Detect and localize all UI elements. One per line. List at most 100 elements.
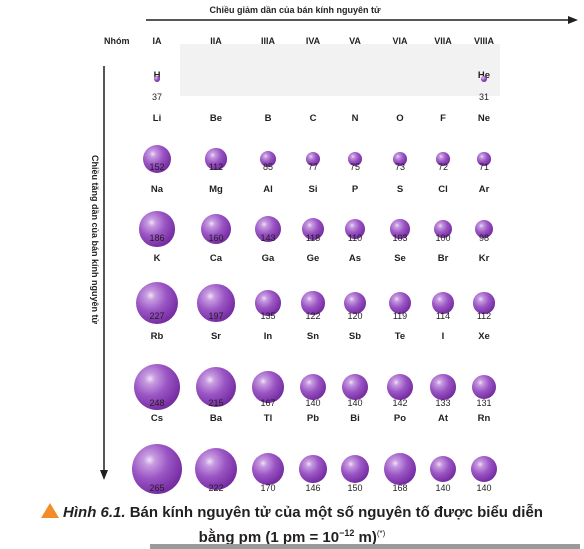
atom-sphere-al bbox=[254, 215, 282, 243]
radius-value-sn: 140 bbox=[305, 398, 321, 408]
left-arrow-label: Chiều tăng dần của bán kính nguyên tử bbox=[90, 155, 100, 325]
atom-sphere-tl bbox=[251, 452, 285, 486]
atom-sphere-p bbox=[344, 218, 366, 240]
radius-value-f: 72 bbox=[437, 162, 448, 172]
element-symbol-pb: Pb bbox=[306, 413, 320, 424]
radius-value-rb: 248 bbox=[149, 398, 165, 408]
atom-sphere-he bbox=[481, 76, 487, 82]
radius-value-se: 119 bbox=[392, 311, 408, 321]
atom-sphere-br bbox=[432, 292, 454, 314]
element-symbol-ba: Ba bbox=[209, 413, 223, 424]
atom-sphere-se bbox=[388, 291, 412, 315]
caption-line2-a: bằng pm (1 pm = 10 bbox=[198, 529, 340, 546]
atom-sphere-ca bbox=[197, 284, 235, 322]
page-bottom-bar bbox=[150, 544, 580, 549]
atom-sphere-c bbox=[305, 151, 321, 167]
radius-value-po: 168 bbox=[392, 483, 408, 493]
radius-value-o: 73 bbox=[394, 162, 405, 172]
atom-sphere-li bbox=[142, 144, 172, 174]
caption-note: (*) bbox=[376, 529, 386, 538]
radius-value-ar: 98 bbox=[478, 233, 489, 243]
element-symbol-c: C bbox=[309, 113, 317, 124]
atom-sphere-kr bbox=[473, 292, 495, 314]
radius-value-be: 112 bbox=[208, 162, 224, 172]
group-label-viiia: VIIIA bbox=[473, 36, 494, 46]
atom-sphere-na bbox=[139, 211, 175, 247]
element-symbol-sr: Sr bbox=[210, 331, 222, 342]
atom-sphere-te bbox=[386, 373, 414, 401]
atom-sphere-be bbox=[205, 148, 227, 170]
decreasing-radius-arrow bbox=[146, 16, 578, 24]
radius-value-te: 142 bbox=[392, 398, 408, 408]
group-label-via: VIA bbox=[392, 36, 408, 46]
atom-sphere-n bbox=[347, 151, 363, 167]
atom-sphere-rb bbox=[133, 363, 181, 411]
group-label-viia: VIIA bbox=[434, 36, 452, 46]
radius-value-ba: 222 bbox=[208, 483, 224, 493]
radius-value-cs: 265 bbox=[149, 483, 165, 493]
radius-value-br: 114 bbox=[435, 311, 451, 321]
atom-sphere-as bbox=[343, 291, 367, 315]
element-symbol-al: Al bbox=[263, 184, 273, 195]
atom-sphere-rn bbox=[470, 455, 498, 483]
element-symbol-po: Po bbox=[393, 413, 407, 424]
element-symbol-sb: Sb bbox=[348, 331, 362, 342]
atom-sphere-s bbox=[390, 219, 410, 239]
atom-sphere-k bbox=[135, 281, 179, 325]
element-symbol-sn: Sn bbox=[306, 331, 320, 342]
element-symbol-kr: Kr bbox=[478, 253, 490, 264]
radius-value-he: 31 bbox=[478, 92, 489, 102]
atom-sphere-xe bbox=[471, 374, 497, 400]
group-label-iva: IVA bbox=[305, 36, 321, 46]
atom-sphere-mg bbox=[200, 213, 232, 245]
figure-caption: Hình 6.1. Bán kính nguyên tử của một số … bbox=[0, 502, 584, 548]
element-symbol-mg: Mg bbox=[209, 184, 223, 195]
watermark bbox=[180, 44, 500, 96]
element-symbol-rb: Rb bbox=[150, 331, 164, 342]
group-label-iiia: IIIA bbox=[260, 36, 275, 46]
increasing-radius-arrow bbox=[100, 66, 108, 480]
atom-sphere-bi bbox=[340, 454, 370, 484]
radius-value-i: 133 bbox=[435, 398, 451, 408]
radius-value-c: 77 bbox=[307, 162, 318, 172]
atom-sphere-po bbox=[384, 453, 416, 485]
element-symbol-ga: Ga bbox=[261, 253, 275, 264]
element-symbol-o: O bbox=[396, 113, 404, 124]
atom-sphere-ar bbox=[474, 219, 494, 239]
element-symbol-tl: Tl bbox=[263, 413, 273, 424]
element-symbol-be: Be bbox=[209, 113, 223, 124]
atom-sphere-f bbox=[436, 152, 450, 166]
atom-sphere-si bbox=[301, 217, 325, 241]
radius-value-sb: 140 bbox=[347, 398, 363, 408]
element-symbol-na: Na bbox=[150, 184, 164, 195]
atom-sphere-ba bbox=[195, 448, 237, 490]
caption-line2-b: m) bbox=[354, 529, 377, 546]
atom-sphere-h bbox=[153, 75, 161, 83]
radius-value-as: 120 bbox=[347, 311, 363, 321]
atom-sphere-o bbox=[393, 152, 407, 166]
radius-value-ga: 135 bbox=[260, 311, 276, 321]
radius-value-cl: 100 bbox=[435, 233, 451, 243]
atom-sphere-cs bbox=[132, 444, 182, 494]
element-symbol-rn: Rn bbox=[477, 413, 491, 424]
atom-sphere-in bbox=[252, 371, 284, 403]
radius-value-pb: 146 bbox=[305, 483, 321, 493]
element-symbol-se: Se bbox=[394, 253, 406, 264]
radius-value-li: 152 bbox=[149, 162, 165, 172]
element-symbol-ge: Ge bbox=[306, 253, 320, 264]
radius-value-mg: 160 bbox=[208, 233, 224, 243]
atom-sphere-i bbox=[430, 374, 456, 400]
element-symbol-i: I bbox=[441, 331, 445, 342]
radius-value-al: 143 bbox=[260, 233, 276, 243]
atom-sphere-ge bbox=[301, 291, 325, 315]
element-symbol-ar: Ar bbox=[478, 184, 490, 195]
element-symbol-in: In bbox=[263, 331, 273, 342]
radius-value-in: 167 bbox=[260, 398, 276, 408]
radius-value-sr: 215 bbox=[208, 398, 224, 408]
caption-line1: Bán kính nguyên tử của một số nguyên tố … bbox=[129, 504, 543, 521]
element-symbol-li: Li bbox=[152, 113, 162, 124]
radius-value-at: 140 bbox=[435, 483, 451, 493]
radius-value-k: 227 bbox=[149, 311, 165, 321]
atom-sphere-ga bbox=[255, 290, 281, 316]
atom-sphere-sn bbox=[299, 373, 327, 401]
